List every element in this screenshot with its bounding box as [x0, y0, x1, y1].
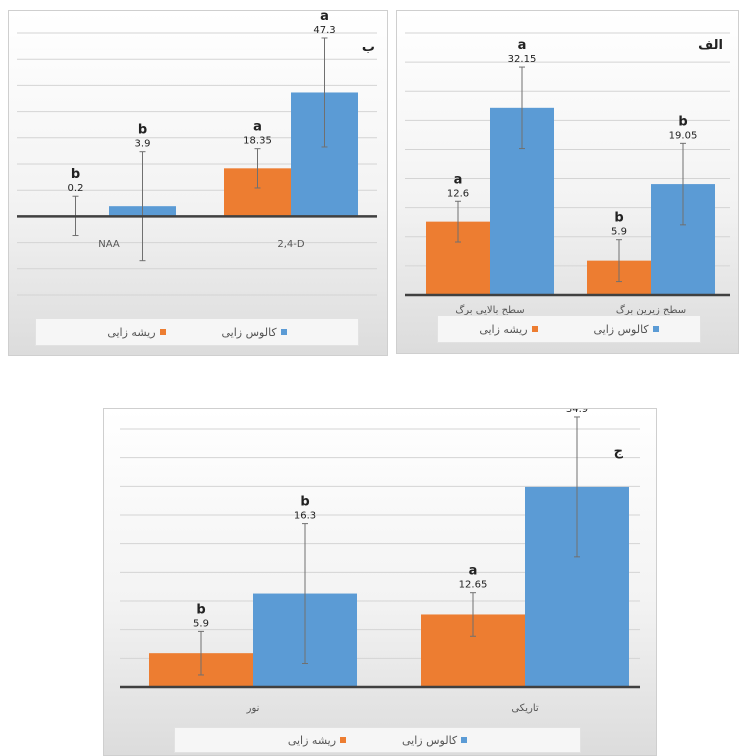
significance-letter: a [320, 11, 329, 24]
data-label: 5.9 [611, 227, 627, 238]
data-label: 34.9 [566, 409, 588, 415]
legend-jim: ریشه زایی کالوس زایی [174, 727, 581, 753]
legend-rooting-label: ریشه زایی [479, 322, 528, 336]
panel-title: الف [698, 38, 723, 53]
legend-rooting-label: ریشه زایی [287, 733, 337, 747]
rooting-swatch [340, 737, 347, 743]
significance-letter: b [196, 602, 205, 617]
callus-swatch [461, 737, 468, 743]
category-label: نور [246, 703, 260, 714]
data-label: 32.15 [508, 54, 537, 65]
significance-letter: a [518, 38, 527, 53]
category-label: سطح بالایی برگ [455, 303, 524, 316]
legend-item-callus: کالوس زایی [402, 733, 468, 747]
category-label: 2,4-D [277, 239, 305, 250]
data-label: 16.3 [294, 511, 316, 522]
significance-letter: a [454, 172, 463, 187]
legend-item-callus: کالوس زایی [594, 323, 659, 336]
data-label: 12.65 [459, 580, 488, 591]
legend-callus-label: کالوس زایی [221, 325, 277, 339]
panel-title: ج [614, 444, 624, 459]
significance-letter: b [138, 123, 147, 138]
legend-item-callus: کالوس زایی [222, 326, 287, 339]
category-label: سطح زیرین برگ [616, 303, 686, 316]
data-label: 0.2 [68, 183, 84, 194]
data-label: 5.9 [193, 618, 209, 629]
category-label: NAA [98, 239, 120, 250]
legend-item-rooting: ریشه زایی [107, 325, 166, 339]
significance-letter: b [300, 495, 309, 510]
legend-callus-label: کالوس زایی [402, 733, 458, 747]
category-label: تاریکی [511, 703, 539, 714]
data-label: 18.35 [243, 136, 272, 147]
significance-letter: b [614, 211, 623, 226]
callus-swatch [280, 329, 287, 335]
significance-letter: b [678, 114, 687, 129]
legend-item-rooting: ریشه زایی [479, 322, 538, 336]
data-label: 47.3 [313, 25, 335, 36]
rooting-swatch [531, 326, 538, 332]
chart-panel-be: 0.2 b 18.35 a 3.9 b 47.3 a NAA 2,4-D ب ریشه زایی ک… [8, 10, 388, 356]
significance-letter: a [469, 564, 478, 579]
data-label: 3.9 [135, 139, 151, 150]
chart-panel-alef: 12.6 a 5.9 b 32.15 a 19.05 b سطح بالایی برگ سطح ز… [396, 10, 739, 354]
legend-rooting-label: ریشه زایی [107, 325, 156, 339]
callus-swatch [652, 326, 659, 332]
legend-alef: ریشه زایی کالوس زایی [437, 315, 701, 343]
significance-letter: a [253, 120, 262, 135]
legend-item-rooting: ریشه زایی [287, 733, 347, 747]
legend-be: ریشه زایی کالوس زایی [35, 318, 359, 346]
significance-letter: b [71, 167, 80, 182]
legend-callus-label: کالوس زایی [593, 322, 649, 336]
data-label: 19.05 [669, 130, 698, 141]
rooting-swatch [159, 329, 166, 335]
panel-title: ب [362, 40, 375, 55]
data-label: 12.6 [447, 188, 469, 199]
